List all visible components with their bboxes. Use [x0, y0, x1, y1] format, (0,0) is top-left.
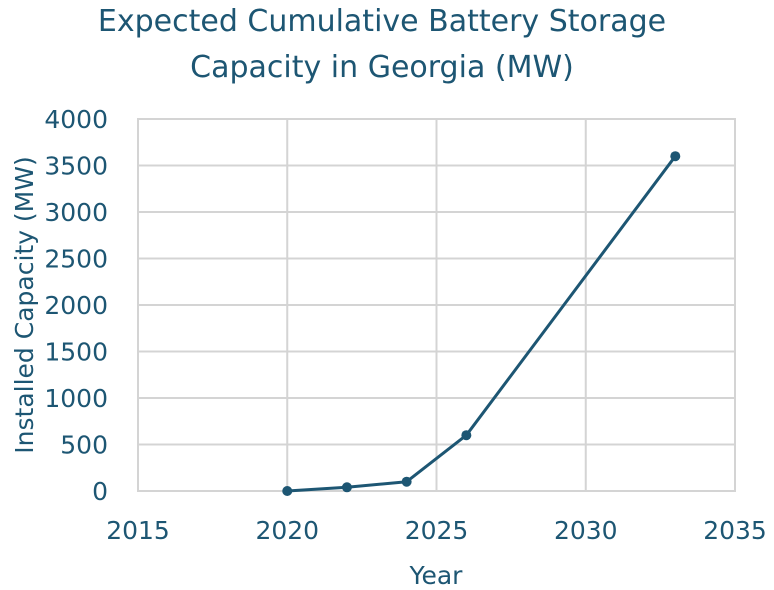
y-tick-label: 0	[92, 477, 108, 506]
y-tick-label: 3000	[44, 198, 108, 227]
y-tick-label: 1000	[44, 384, 108, 413]
x-tick-label: 2035	[703, 516, 767, 545]
series-line	[287, 155, 677, 493]
series-layer	[282, 151, 681, 496]
x-tick-label: 2015	[106, 516, 170, 545]
x-tick-label: 2030	[554, 516, 618, 545]
chart-title-line-1: Expected Cumulative Battery Storage	[98, 4, 666, 39]
y-tick-label: 1500	[44, 338, 108, 367]
x-tick-label: 2025	[405, 516, 469, 545]
y-tick-label: 2000	[44, 291, 108, 320]
x-axis-ticks: 2015 2020 2025 2030 2035	[106, 516, 767, 545]
data-point	[282, 486, 293, 496]
y-tick-label: 500	[60, 431, 108, 460]
data-point	[670, 151, 681, 162]
x-tick-label: 2020	[255, 516, 319, 545]
y-tick-label: 4000	[44, 105, 108, 134]
data-point	[401, 476, 412, 487]
chart-title-line-2: Capacity in Georgia (MW)	[190, 50, 574, 85]
data-point	[341, 482, 352, 493]
y-axis-label: Installed Capacity (MW)	[10, 156, 39, 453]
x-axis-label: Year	[409, 561, 464, 590]
plot-area	[137, 118, 736, 492]
y-tick-label: 2500	[44, 245, 108, 274]
grid	[137, 118, 736, 492]
y-tick-label: 3500	[44, 152, 108, 181]
data-point	[461, 430, 472, 441]
y-axis-ticks: 0 500 1000 1500 2000 2500 3000 3500 4000	[44, 105, 108, 506]
